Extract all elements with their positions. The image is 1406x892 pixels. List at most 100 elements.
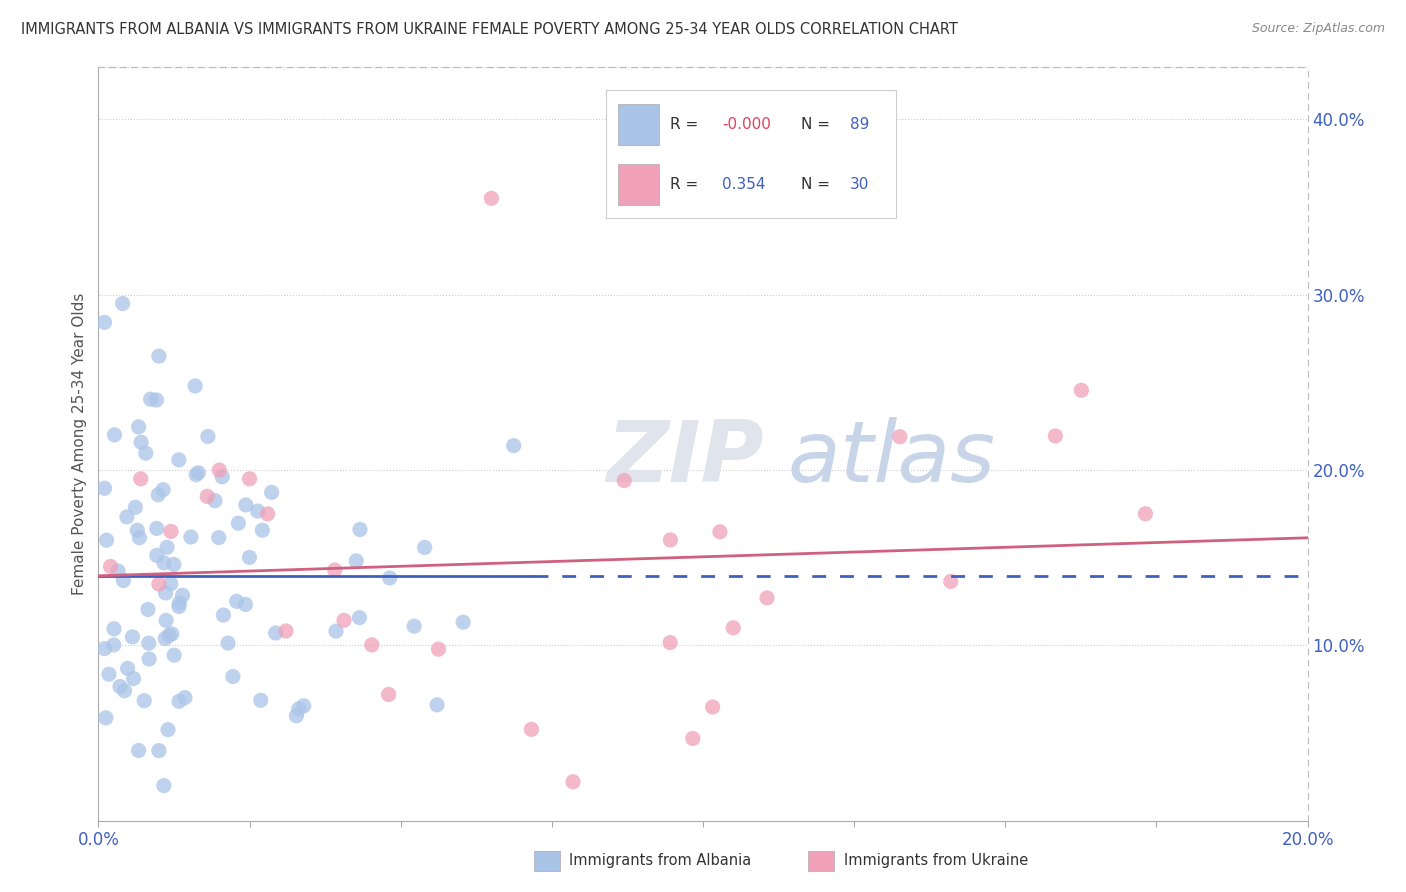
- Point: [138, 652, 160, 666]
- Point: [756, 591, 779, 605]
- Point: [115, 510, 138, 524]
- Point: [325, 624, 347, 639]
- Point: [187, 466, 209, 480]
- Point: [146, 488, 169, 502]
- Point: [169, 596, 191, 610]
- Point: [502, 439, 524, 453]
- Point: [135, 446, 157, 460]
- Point: [174, 690, 197, 705]
- Point: [157, 628, 180, 642]
- Point: [112, 574, 135, 588]
- Point: [145, 521, 167, 535]
- Point: [1135, 507, 1157, 521]
- Point: [184, 379, 207, 393]
- Point: [107, 564, 129, 578]
- Point: [122, 672, 145, 686]
- Point: [217, 636, 239, 650]
- Point: [96, 533, 118, 548]
- Point: [93, 315, 115, 329]
- Point: [153, 556, 176, 570]
- Point: [288, 702, 311, 716]
- Point: [225, 594, 247, 608]
- Point: [723, 621, 745, 635]
- Point: [249, 693, 271, 707]
- Point: [246, 504, 269, 518]
- Point: [238, 550, 260, 565]
- Point: [117, 661, 139, 675]
- Point: [562, 774, 585, 789]
- Point: [659, 635, 682, 649]
- Point: [1070, 384, 1092, 398]
- Point: [136, 602, 159, 616]
- Point: [163, 648, 186, 662]
- Text: Source: ZipAtlas.com: Source: ZipAtlas.com: [1251, 22, 1385, 36]
- Point: [1045, 429, 1067, 443]
- Point: [129, 472, 152, 486]
- Point: [167, 599, 190, 614]
- Point: [152, 483, 174, 497]
- Point: [124, 500, 146, 515]
- Point: [186, 467, 208, 482]
- Point: [252, 523, 274, 537]
- Point: [138, 636, 160, 650]
- Point: [285, 708, 308, 723]
- Point: [613, 474, 636, 488]
- Point: [889, 430, 911, 444]
- Point: [709, 524, 731, 539]
- Point: [659, 533, 682, 547]
- Point: [360, 638, 382, 652]
- Point: [211, 469, 233, 483]
- Text: IMMIGRANTS FROM ALBANIA VS IMMIGRANTS FROM UKRAINE FEMALE POVERTY AMONG 25-34 YE: IMMIGRANTS FROM ALBANIA VS IMMIGRANTS FR…: [21, 22, 957, 37]
- Point: [256, 507, 278, 521]
- Point: [451, 615, 474, 630]
- Point: [427, 642, 450, 657]
- Point: [163, 558, 186, 572]
- Text: atlas: atlas: [787, 417, 995, 500]
- Point: [128, 743, 150, 757]
- Point: [520, 723, 543, 737]
- Point: [167, 694, 190, 708]
- Point: [148, 743, 170, 757]
- Point: [208, 531, 231, 545]
- Text: ZIP: ZIP: [606, 417, 763, 500]
- Point: [148, 577, 170, 591]
- Point: [167, 453, 190, 467]
- Point: [156, 723, 179, 737]
- Point: [426, 698, 449, 712]
- Point: [404, 619, 426, 633]
- Point: [204, 493, 226, 508]
- Point: [702, 700, 724, 714]
- Point: [239, 472, 262, 486]
- Point: [208, 463, 231, 477]
- Point: [114, 683, 136, 698]
- Point: [103, 638, 125, 652]
- Point: [226, 516, 249, 531]
- Point: [349, 523, 371, 537]
- Point: [212, 608, 235, 623]
- Point: [235, 498, 257, 512]
- Point: [349, 610, 371, 624]
- Point: [481, 191, 503, 205]
- Point: [180, 530, 202, 544]
- Point: [197, 429, 219, 443]
- Point: [195, 489, 218, 503]
- Point: [260, 485, 283, 500]
- Point: [94, 711, 117, 725]
- Point: [128, 531, 150, 545]
- Point: [333, 613, 356, 627]
- Text: Immigrants from Ukraine: Immigrants from Ukraine: [844, 854, 1028, 868]
- Point: [160, 627, 183, 641]
- Point: [111, 296, 134, 310]
- Point: [156, 541, 179, 555]
- Point: [148, 349, 170, 363]
- Y-axis label: Female Poverty Among 25-34 Year Olds: Female Poverty Among 25-34 Year Olds: [72, 293, 87, 595]
- Point: [93, 481, 115, 495]
- Point: [139, 392, 162, 407]
- Point: [377, 688, 399, 702]
- Point: [292, 698, 315, 713]
- Point: [128, 420, 150, 434]
- Point: [172, 588, 194, 602]
- Point: [103, 622, 125, 636]
- Point: [97, 667, 120, 681]
- Point: [378, 571, 401, 585]
